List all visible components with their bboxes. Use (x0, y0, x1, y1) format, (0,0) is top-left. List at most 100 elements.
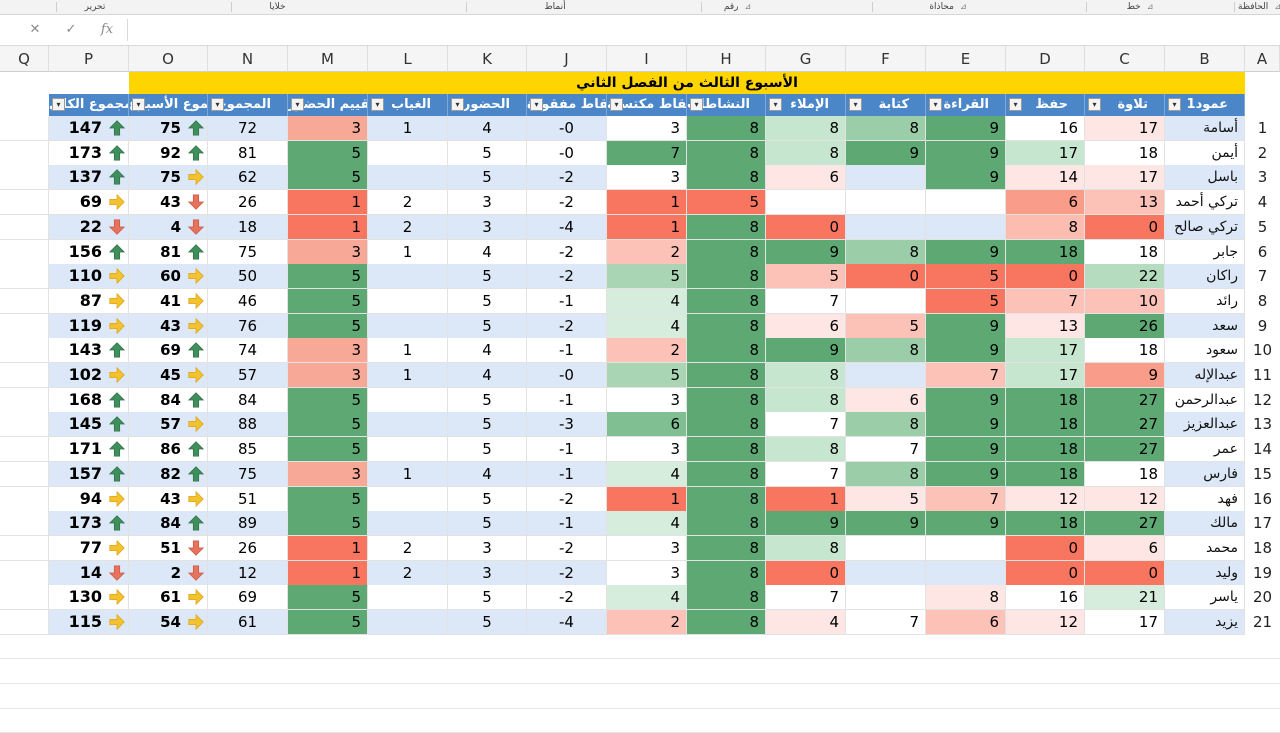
cell-L[interactable] (368, 264, 448, 290)
cell-J[interactable]: -2 (527, 190, 607, 216)
cell-G[interactable]: 4 (766, 610, 846, 635)
cell-G[interactable]: 7 (766, 288, 846, 314)
cell-N[interactable]: 26 (208, 535, 288, 561)
student-name[interactable]: يزيد (1165, 610, 1245, 635)
cell-I[interactable]: 1 (607, 214, 687, 240)
cell-N[interactable]: 88 (208, 412, 288, 438)
column-header-O[interactable]: O (129, 46, 208, 72)
cell-E[interactable]: 6 (926, 610, 1006, 635)
cell-P[interactable]: 171 (49, 437, 129, 463)
dialog-launcher-icon[interactable]: ⊿ (1146, 2, 1154, 11)
cell-L[interactable]: 2 (368, 560, 448, 586)
cell-M[interactable]: 3 (288, 461, 368, 487)
cell-J[interactable]: -2 (527, 264, 607, 290)
cell-D[interactable]: 18 (1006, 437, 1085, 463)
cell-D[interactable]: 16 (1006, 585, 1085, 611)
column-header-N[interactable]: N (208, 46, 288, 72)
cell-O[interactable]: 4 (129, 214, 208, 240)
cell-N[interactable]: 74 (208, 338, 288, 364)
cell-G[interactable]: 7 (766, 461, 846, 487)
cell-G[interactable]: 9 (766, 338, 846, 364)
cell-L[interactable] (368, 412, 448, 438)
cell-P[interactable]: 14 (49, 560, 129, 586)
student-name[interactable]: سعود (1165, 338, 1245, 364)
cell-N[interactable]: 51 (208, 486, 288, 512)
empty-cell[interactable] (0, 412, 49, 438)
cell-C[interactable]: 21 (1085, 585, 1165, 611)
empty-cell[interactable] (0, 585, 49, 611)
cell-O[interactable]: 60 (129, 264, 208, 290)
cell-M[interactable]: 5 (288, 288, 368, 314)
cell-O[interactable]: 84 (129, 387, 208, 413)
cell-M[interactable]: 5 (288, 412, 368, 438)
cell-C[interactable]: 17 (1085, 610, 1165, 635)
cell-F[interactable]: 9 (846, 511, 926, 537)
cell-F[interactable] (846, 560, 926, 586)
cell-K[interactable]: 3 (448, 190, 527, 216)
cell-K[interactable]: 3 (448, 214, 527, 240)
cell-K[interactable]: 5 (448, 264, 527, 290)
dialog-launcher-icon[interactable]: ⊿ (1274, 2, 1280, 11)
column-header-I[interactable]: I (607, 46, 687, 72)
cell-D[interactable]: 6 (1006, 190, 1085, 216)
cell-G[interactable]: 5 (766, 264, 846, 290)
cell-H[interactable]: 8 (687, 116, 766, 141)
cell-J[interactable]: -2 (527, 486, 607, 512)
cell-H[interactable]: 5 (687, 190, 766, 216)
column-header-P[interactable]: P (49, 46, 129, 72)
function-icon[interactable]: fx (100, 22, 114, 37)
cell-J[interactable]: -0 (527, 363, 607, 388)
cell-H[interactable]: 8 (687, 387, 766, 413)
cell-M[interactable]: 5 (288, 264, 368, 290)
cell-E[interactable] (926, 560, 1006, 586)
cell-P[interactable]: 147 (49, 116, 129, 141)
cell-H[interactable]: 8 (687, 610, 766, 635)
cell-I[interactable]: 2 (607, 610, 687, 635)
cell-L[interactable]: 2 (368, 214, 448, 240)
cell-D[interactable]: 16 (1006, 116, 1085, 141)
student-name[interactable]: عبدالرحمن (1165, 387, 1245, 413)
cell-M[interactable]: 1 (288, 535, 368, 561)
cell-O[interactable]: 51 (129, 535, 208, 561)
empty-cell[interactable] (0, 461, 49, 487)
filter-dropdown-icon[interactable]: ▾ (371, 98, 384, 111)
empty-cell[interactable] (0, 486, 49, 512)
student-name[interactable]: ياسر (1165, 585, 1245, 611)
cell-H[interactable]: 8 (687, 140, 766, 166)
cell-F[interactable] (846, 165, 926, 191)
cell-E[interactable] (926, 535, 1006, 561)
column-header-L[interactable]: L (368, 46, 448, 72)
cell-E[interactable] (926, 190, 1006, 216)
cell-H[interactable]: 8 (687, 412, 766, 438)
empty-cell[interactable] (0, 214, 49, 240)
cell-E[interactable]: 8 (926, 585, 1006, 611)
cell-N[interactable]: 12 (208, 560, 288, 586)
cell-L[interactable] (368, 313, 448, 339)
cell-D[interactable]: 0 (1006, 264, 1085, 290)
empty-cell[interactable] (0, 116, 49, 141)
student-name[interactable]: محمد (1165, 535, 1245, 561)
cell-G[interactable]: 8 (766, 387, 846, 413)
empty-cell[interactable] (0, 511, 49, 537)
cell-E[interactable]: 9 (926, 461, 1006, 487)
empty-cell[interactable] (0, 190, 49, 216)
cell-J[interactable]: -1 (527, 461, 607, 487)
cell-H[interactable]: 8 (687, 165, 766, 191)
ribbon-group-3[interactable]: رقم ⊿ (705, 0, 770, 14)
column-header-H[interactable]: H (687, 46, 766, 72)
cell-I[interactable]: 5 (607, 363, 687, 388)
cell-F[interactable] (846, 214, 926, 240)
cell-I[interactable]: 3 (607, 560, 687, 586)
column-header-C[interactable]: C (1085, 46, 1165, 72)
column-header-D[interactable]: D (1006, 46, 1085, 72)
cell-I[interactable]: 3 (607, 535, 687, 561)
cell-D[interactable]: 7 (1006, 288, 1085, 314)
student-name[interactable]: عبدالعزيز (1165, 412, 1245, 438)
filter-dropdown-icon[interactable]: ▾ (769, 98, 782, 111)
enter-icon[interactable]: ✓ (65, 22, 77, 37)
cell-O[interactable]: 43 (129, 313, 208, 339)
ribbon-group-5[interactable]: خلايا (235, 0, 320, 14)
cell-J[interactable]: -0 (527, 116, 607, 141)
cell-K[interactable]: 5 (448, 412, 527, 438)
cell-O[interactable]: 61 (129, 585, 208, 611)
